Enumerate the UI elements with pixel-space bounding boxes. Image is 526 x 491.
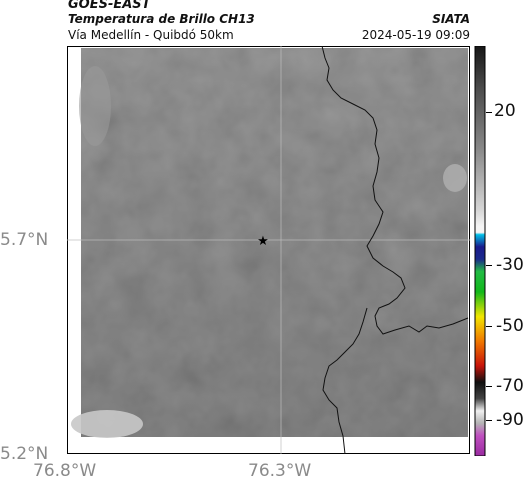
lat-tick-label: 5.2°N [0, 444, 49, 464]
colorbar-tick [486, 420, 492, 421]
colorbar-label: -50 [496, 316, 524, 336]
lon-tick-label: 76.8°W [33, 461, 97, 481]
colorbar-tick [486, 112, 492, 113]
colorbar-label: -90 [496, 410, 524, 430]
department-border-south [322, 307, 368, 454]
colorbar-label: -30 [496, 255, 524, 275]
colorbar-tick [486, 326, 492, 327]
brand-label: SIATA [432, 12, 470, 26]
lat-tick-label: 5.7°N [0, 230, 49, 250]
field-shading [81, 48, 468, 437]
colorbar-label: -70 [496, 376, 524, 396]
department-border [321, 46, 469, 335]
lon-tick-label: 76.3°W [248, 461, 312, 481]
bright-patch-right [443, 164, 467, 192]
colorbar-label: 20 [494, 101, 516, 121]
star-icon: ★ [257, 234, 269, 249]
datetime-label: 2024-05-19 09:09 [361, 28, 470, 42]
product-title: Temperatura de Brillo CH13 [68, 12, 255, 26]
satellite-title: GOES-EAST [68, 0, 151, 12]
colorbar-tick [486, 386, 492, 387]
bright-patch-bottom [71, 410, 143, 438]
brightness-temperature-map: ★ [67, 46, 470, 454]
bright-patch-left [79, 66, 111, 146]
region-subtitle: Vía Medellín - Quibdó 50km [68, 28, 234, 42]
colorbar-gradient [474, 46, 486, 456]
colorbar [474, 46, 486, 456]
colorbar-tick [486, 265, 492, 266]
